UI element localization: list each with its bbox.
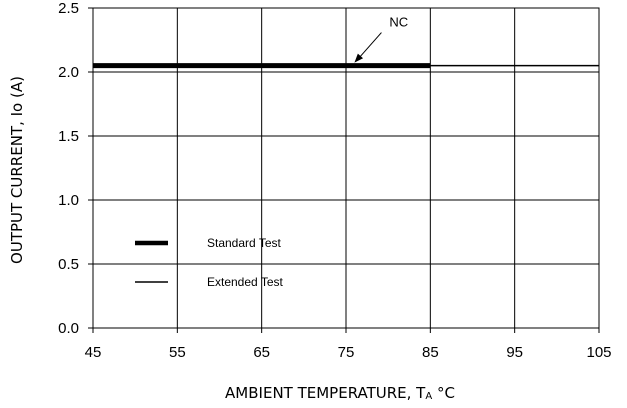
legend-label-extended: Extended Test	[207, 275, 283, 289]
legend-label-standard: Standard Test	[207, 236, 281, 250]
x-tick-label: 55	[169, 344, 186, 361]
y-tick-label: 0.5	[58, 256, 79, 273]
y-tick-label: 2.0	[58, 64, 79, 81]
y-axis-title: OUTPUT CURRENT, Io (A)	[8, 76, 26, 264]
x-tick-label: 75	[338, 344, 355, 361]
x-tick-label: 45	[85, 344, 102, 361]
plot-frame	[92, 7, 600, 329]
annotation-arrow	[358, 32, 382, 59]
annotation-nc: NC	[389, 15, 408, 30]
x-axis-title: AMBIENT TEMPERATURE, TA °C	[225, 384, 455, 402]
y-tick-label: 2.5	[58, 0, 79, 17]
axes	[88, 7, 600, 333]
x-tick-label: 65	[253, 344, 270, 361]
y-tick-label: 1.5	[58, 128, 79, 145]
legend: Standard Test Extended Test	[135, 236, 283, 289]
x-tick-label: 95	[506, 344, 523, 361]
x-tick-label: 105	[586, 344, 611, 361]
grid	[92, 7, 600, 329]
y-tick-label: 0.0	[58, 320, 79, 337]
x-tick-label: 85	[422, 344, 439, 361]
annotation-arrowhead	[354, 53, 364, 63]
y-tick-label: 1.0	[58, 192, 79, 209]
annotation-layer: NC	[354, 15, 408, 63]
tick-labels: 45 55 65 75 85 95 105 0.0 0.5 1.0 1.5 2.0 2.5	[58, 0, 611, 361]
